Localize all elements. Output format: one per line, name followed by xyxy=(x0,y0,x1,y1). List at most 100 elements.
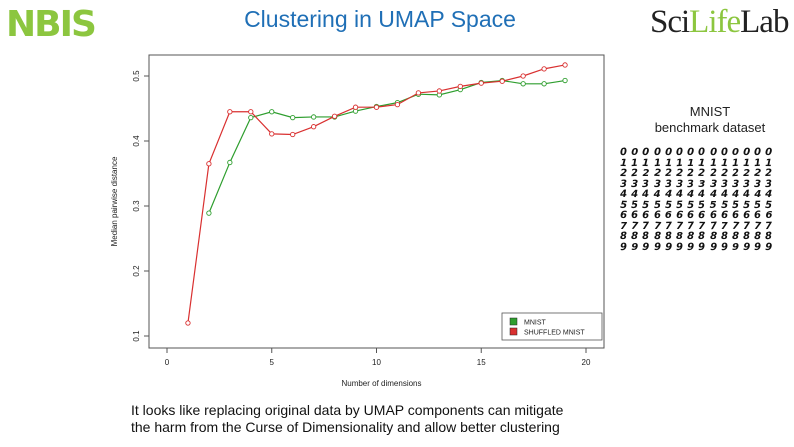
data-point xyxy=(436,88,442,94)
data-point xyxy=(352,104,359,110)
scilifelab-logo-part-3: Lab xyxy=(740,4,789,40)
digit-sample: 9 xyxy=(687,241,695,253)
data-point xyxy=(562,62,568,68)
data-point xyxy=(541,66,547,72)
legend-swatch xyxy=(509,317,518,326)
digit-sample: 8 xyxy=(653,230,661,243)
y-tick-label: 0.1 xyxy=(132,330,141,342)
umap-distance-chart: 0 5 10 15 20 0.1 0.2 0.3 0.4 0.5 Number of dimensi… xyxy=(110,54,605,388)
digit-sample: 9 xyxy=(742,241,751,253)
data-point xyxy=(206,210,212,216)
x-tick-label: 0 xyxy=(165,358,170,367)
data-point xyxy=(373,104,380,110)
x-tick-label: 5 xyxy=(270,358,275,367)
data-point xyxy=(394,101,401,108)
digit-sample: 6 xyxy=(664,210,672,221)
digit-sample: 4 xyxy=(653,189,661,200)
digit-sample: 9 xyxy=(675,241,684,253)
digit-sample: 0 xyxy=(731,147,739,158)
digit-sample: 2 xyxy=(720,167,728,180)
digit-sample: 7 xyxy=(720,220,728,232)
data-point xyxy=(520,81,526,87)
data-point xyxy=(290,131,296,138)
data-point xyxy=(248,114,254,121)
digit-sample: 9 xyxy=(698,241,706,253)
x-tick-label: 20 xyxy=(582,358,591,367)
data-point xyxy=(499,78,505,84)
nbis-logo: NBIS xyxy=(6,4,110,46)
legend-box xyxy=(501,312,603,341)
scilifelab-logo-part-1: Sci xyxy=(650,4,690,40)
plot-frame xyxy=(148,54,605,349)
data-point xyxy=(415,90,422,96)
digit-sample: 9 xyxy=(664,241,673,253)
data-point xyxy=(185,320,191,326)
digit-sample: 0 xyxy=(631,147,639,158)
data-point xyxy=(269,109,275,115)
data-point xyxy=(227,159,233,166)
digit-sample: 9 xyxy=(709,241,717,253)
caption-text: It looks like replacing original data by… xyxy=(131,402,651,436)
data-point xyxy=(269,131,275,137)
digit-sample: 9 xyxy=(642,241,650,253)
series-line-1 xyxy=(187,64,566,324)
nbis-logo-text: NBIS xyxy=(6,4,97,45)
digit-sample: 9 xyxy=(720,241,729,253)
slide-title: Clustering in UMAP Space xyxy=(244,6,516,32)
y-tick-label: 0.4 xyxy=(132,135,141,147)
legend-label: MNIST xyxy=(524,320,547,327)
digit-sample: 9 xyxy=(619,241,628,253)
data-point xyxy=(478,80,484,86)
scilifelab-logo-part-2: Life xyxy=(689,4,741,40)
data-point xyxy=(227,109,233,115)
caption-line-2: the harm from the Curse of Dimensionalit… xyxy=(131,419,560,435)
digit-sample: 2 xyxy=(642,168,650,179)
digit-sample: 3 xyxy=(698,178,706,190)
digit-sample: 2 xyxy=(743,168,751,179)
data-point xyxy=(206,161,212,167)
digit-sample: 6 xyxy=(765,210,773,221)
digit-sample: 0 xyxy=(709,146,717,159)
digit-sample: 9 xyxy=(653,241,661,253)
digit-sample: 9 xyxy=(631,241,639,253)
digit-sample: 8 xyxy=(676,231,684,242)
digit-sample: 4 xyxy=(754,189,762,200)
data-point xyxy=(290,114,296,121)
digit-sample: 1 xyxy=(687,157,695,169)
data-point xyxy=(520,73,526,79)
x-tick-label: 10 xyxy=(372,358,381,367)
digit-sample: 9 xyxy=(731,241,739,253)
y-tick-label: 0.2 xyxy=(132,265,141,277)
caption-line-1: It looks like replacing original data by… xyxy=(131,402,564,418)
digit-sample: 7 xyxy=(620,220,628,232)
y-tick-label: 0.3 xyxy=(132,200,141,212)
y-axis-label: Median pairwise distance xyxy=(110,156,119,246)
data-point xyxy=(541,81,547,87)
scilifelab-logo: SciLifeLab xyxy=(650,4,789,41)
data-point xyxy=(562,77,568,84)
data-point xyxy=(310,124,317,130)
legend-label: SHUFFLED MNIST xyxy=(524,330,585,337)
series-line-0 xyxy=(208,79,566,214)
y-tick-label: 0.5 xyxy=(132,70,141,82)
mnist-caption-line-1: MNIST xyxy=(689,104,731,119)
data-point xyxy=(457,83,463,90)
x-axis-label: Number of dimensions xyxy=(341,379,421,388)
digit-sample: 5 xyxy=(709,199,717,211)
data-point xyxy=(310,114,317,120)
mnist-caption-line-2: benchmark dataset xyxy=(654,120,766,135)
mnist-caption: MNIST benchmark dataset xyxy=(640,104,780,136)
legend-swatch xyxy=(509,327,518,336)
x-tick-label: 15 xyxy=(477,358,486,367)
